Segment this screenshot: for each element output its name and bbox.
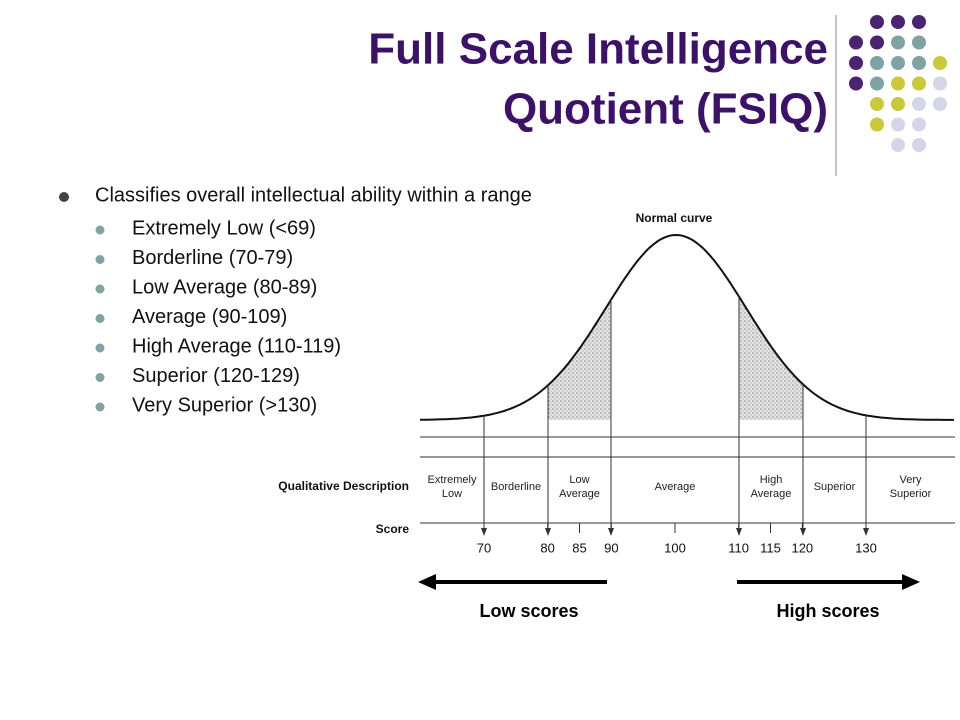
- deco-dot: [912, 97, 926, 111]
- category-label: High Average: [751, 474, 792, 500]
- arrow-head: [418, 574, 436, 590]
- title-line: Full Scale Intelligence: [368, 25, 828, 74]
- bullet-dot: [59, 192, 69, 202]
- deco-dot: [891, 76, 905, 91]
- sub-bullet-dot: [95, 284, 105, 294]
- sub-bullet-dot: [95, 255, 105, 264]
- score-label: 120: [791, 540, 813, 555]
- curve-label: Normal curve: [636, 211, 713, 225]
- category-label: Borderline: [491, 481, 541, 493]
- deco-dot: [849, 56, 863, 70]
- sub-bullet-text: High Average (110-119): [132, 335, 341, 357]
- deco-dot: [870, 117, 884, 132]
- direction-label: High scores: [776, 601, 879, 621]
- normal-curve-figure: Normal curve Extremely Low Borderline Low Ave…: [278, 211, 955, 621]
- deco-dot: [870, 76, 884, 91]
- score-label: 85: [572, 540, 586, 555]
- sub-bullet-text: Extremely Low (<69): [132, 217, 316, 239]
- deco-dot: [891, 35, 905, 50]
- deco-dot: [870, 15, 884, 29]
- deco-dot: [912, 56, 926, 70]
- bullet-text: Classifies overall intellectual ability …: [95, 184, 532, 206]
- score-label: 115: [760, 540, 781, 555]
- category-label: Low Average: [559, 474, 600, 500]
- deco-dot: [849, 35, 863, 50]
- deco-dot: [933, 97, 947, 111]
- score-label: 130: [855, 540, 877, 555]
- row-label: Score: [376, 522, 410, 536]
- deco-dot: [849, 76, 863, 91]
- score-label: 70: [477, 540, 491, 555]
- deco-dot: [912, 15, 926, 29]
- deco-dot: [912, 117, 926, 132]
- deco-dot: [912, 35, 926, 50]
- shaded-area: [739, 296, 803, 420]
- sub-bullet-text: Borderline (70-79): [132, 247, 293, 269]
- deco-dot: [891, 138, 905, 152]
- deco-dot: [891, 56, 905, 70]
- sub-bullet-text: Low Average (80-89): [132, 276, 317, 298]
- score-label: 90: [604, 540, 618, 555]
- sub-bullet-text: Average (90-109): [132, 306, 287, 328]
- sub-bullet-text: Superior (120-129): [132, 365, 300, 387]
- deco-dot: [870, 97, 884, 111]
- score-label: 100: [664, 540, 686, 555]
- sub-bullets: Extremely Low (<69) Borderline (70-79) Low…: [95, 217, 341, 416]
- deco-dot: [870, 56, 884, 70]
- category-label: Extremely Low: [428, 474, 477, 500]
- shaded-area: [548, 299, 611, 420]
- category-label: Very Superior: [890, 474, 932, 500]
- score-label: 110: [728, 540, 749, 555]
- deco-dot: [933, 56, 947, 70]
- deco-dot: [891, 117, 905, 132]
- deco-dot: [912, 138, 926, 152]
- score-label: 80: [540, 540, 554, 555]
- deco-dot: [912, 76, 926, 91]
- deco-dot: [891, 15, 905, 29]
- sub-bullet-dot: [95, 225, 105, 235]
- deco-dot: [933, 76, 947, 91]
- decoration: [835, 15, 947, 176]
- sub-bullet-dot: [95, 314, 105, 323]
- boundary-arrow: [800, 528, 806, 536]
- direction-label: Low scores: [479, 601, 578, 621]
- row-label: Qualitative Description: [278, 479, 409, 493]
- deco-dot: [870, 35, 884, 50]
- category-label: Superior: [814, 481, 856, 493]
- title-line: Quotient (FSIQ): [503, 85, 828, 134]
- normal-curve: [419, 233, 954, 421]
- sub-bullet-dot: [95, 373, 105, 382]
- category-label: Average: [655, 481, 696, 493]
- sub-bullet-text: Very Superior (>130): [132, 394, 317, 416]
- sub-bullet-dot: [95, 402, 105, 412]
- deco-dot: [891, 97, 905, 111]
- arrow-head: [902, 574, 920, 590]
- sub-bullet-dot: [95, 343, 105, 353]
